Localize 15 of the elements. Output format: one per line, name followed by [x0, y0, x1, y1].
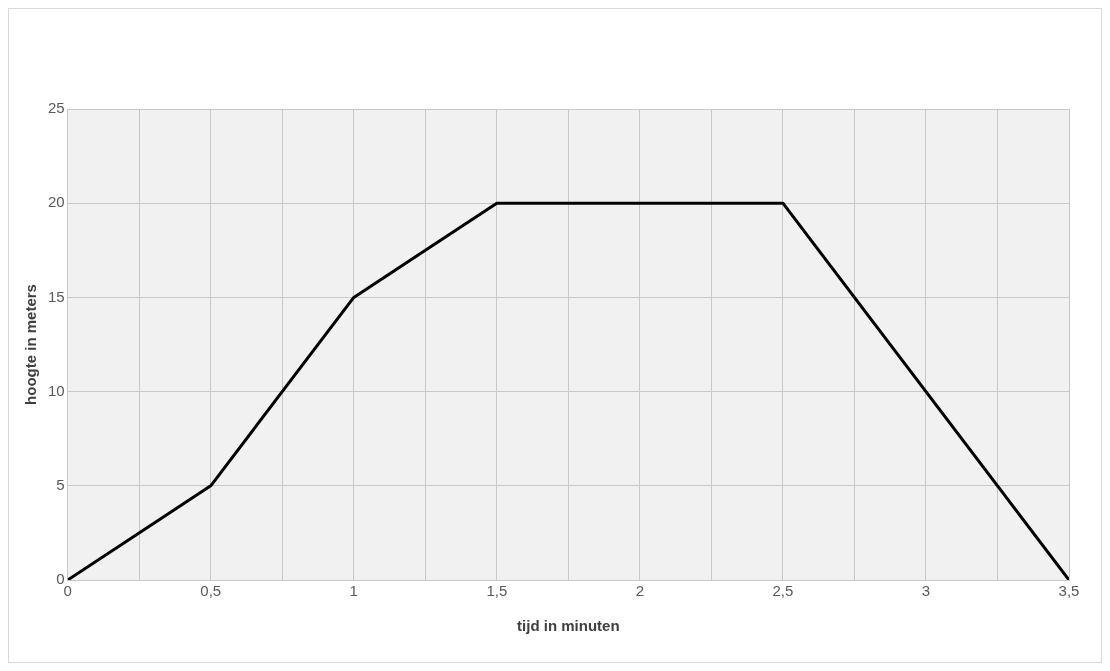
- y-tick-label: 5: [56, 475, 65, 493]
- x-tick-label: 1,5: [486, 582, 508, 600]
- x-tick-label: 2: [635, 582, 645, 600]
- y-tick-label: 0: [56, 570, 65, 588]
- y-tick-label: 25: [48, 99, 65, 117]
- y-tick-label: 15: [48, 287, 65, 305]
- x-tick-label: 3: [921, 582, 931, 600]
- y-axis-title: hoogte in meters: [22, 284, 40, 405]
- x-tick-label: 0,5: [200, 582, 222, 600]
- x-tick-label: 2,5: [772, 582, 794, 600]
- x-tick-label: 1: [349, 582, 358, 600]
- x-tick-label: 3,5: [1058, 582, 1080, 600]
- y-tick-label: 10: [48, 381, 65, 399]
- y-tick-label: 20: [48, 193, 65, 211]
- x-axis-title: tijd in minuten: [517, 617, 620, 635]
